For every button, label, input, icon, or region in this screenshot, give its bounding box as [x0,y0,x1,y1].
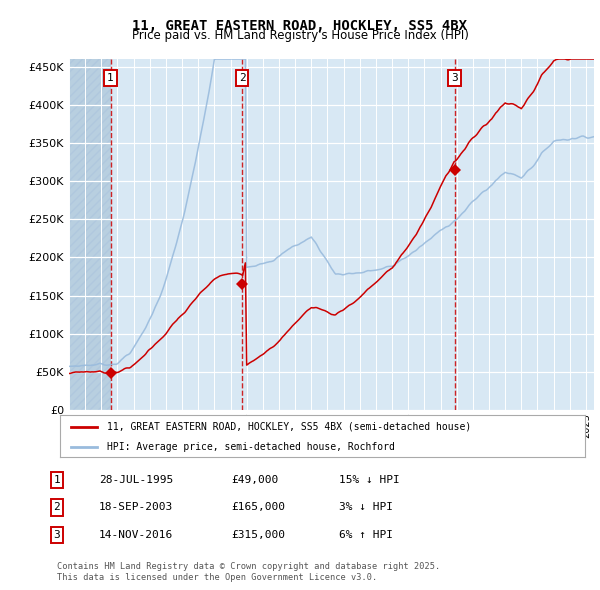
Text: 18-SEP-2003: 18-SEP-2003 [99,503,173,512]
Text: 11, GREAT EASTERN ROAD, HOCKLEY, SS5 4BX: 11, GREAT EASTERN ROAD, HOCKLEY, SS5 4BX [133,19,467,33]
Bar [69,59,110,410]
Text: £315,000: £315,000 [231,530,285,540]
Text: 6% ↑ HPI: 6% ↑ HPI [339,530,393,540]
Text: 1: 1 [107,73,114,83]
Text: £165,000: £165,000 [231,503,285,512]
Text: 1: 1 [53,475,61,484]
Text: 28-JUL-1995: 28-JUL-1995 [99,475,173,484]
Text: 2: 2 [239,73,245,83]
Text: 11, GREAT EASTERN ROAD, HOCKLEY, SS5 4BX (semi-detached house): 11, GREAT EASTERN ROAD, HOCKLEY, SS5 4BX… [107,422,472,432]
Text: Contains HM Land Registry data © Crown copyright and database right 2025.: Contains HM Land Registry data © Crown c… [57,562,440,571]
Text: 3: 3 [53,530,61,540]
Text: 3% ↓ HPI: 3% ↓ HPI [339,503,393,512]
Text: 15% ↓ HPI: 15% ↓ HPI [339,475,400,484]
Text: 14-NOV-2016: 14-NOV-2016 [99,530,173,540]
Text: 2: 2 [53,503,61,512]
Text: Price paid vs. HM Land Registry's House Price Index (HPI): Price paid vs. HM Land Registry's House … [131,30,469,42]
Text: 3: 3 [451,73,458,83]
Text: This data is licensed under the Open Government Licence v3.0.: This data is licensed under the Open Gov… [57,572,377,582]
Text: HPI: Average price, semi-detached house, Rochford: HPI: Average price, semi-detached house,… [107,442,395,451]
Text: £49,000: £49,000 [231,475,278,484]
